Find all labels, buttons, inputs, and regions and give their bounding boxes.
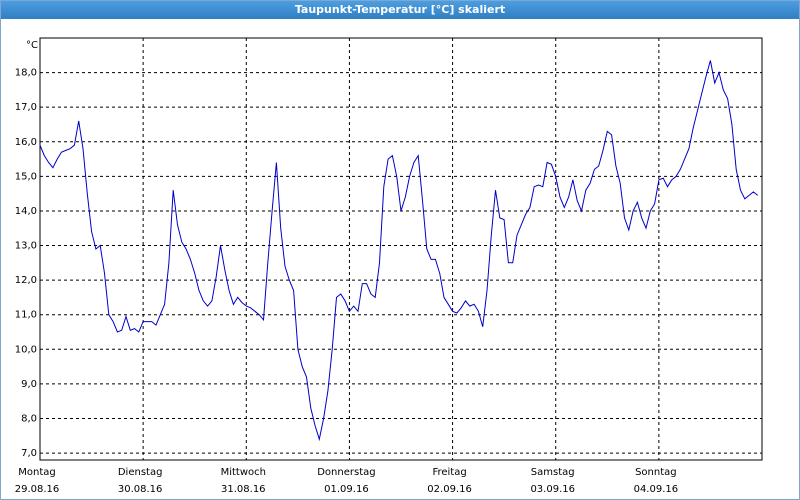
y-tick-label: 13,0: [15, 241, 37, 252]
x-tick-date: 31.08.16: [221, 484, 266, 495]
y-tick-label: 9,0: [21, 379, 37, 390]
x-tick-date: 03.09.16: [530, 484, 575, 495]
x-tick-date: 30.08.16: [118, 484, 163, 495]
y-tick-label: 8,0: [21, 413, 37, 424]
y-tick-label: 15,0: [15, 171, 37, 182]
title-bar: Taupunkt-Temperatur [°C] skaliert: [1, 1, 799, 19]
x-tick-label: Mittwoch: [221, 467, 266, 478]
data-line: [39, 60, 759, 442]
x-tick-label: Sonntag: [635, 467, 677, 478]
x-tick-date: 04.09.16: [634, 484, 679, 495]
y-tick-label: 12,0: [15, 275, 37, 286]
x-tick-label: Dienstag: [118, 467, 163, 478]
y-tick-label: 16,0: [15, 137, 37, 148]
x-tick-label: Samstag: [531, 467, 575, 478]
plot-frame: [39, 37, 763, 461]
y-tick-label: 7,0: [21, 448, 37, 459]
y-tick-label: 18,0: [15, 68, 37, 79]
y-tick-label: 10,0: [15, 344, 37, 355]
x-tick-date: 02.09.16: [427, 484, 472, 495]
y-unit: °C: [26, 40, 38, 51]
x-tick-label: Montag: [18, 467, 55, 478]
x-tick-label: Freitag: [432, 467, 466, 478]
x-tick-date: 29.08.16: [15, 484, 60, 495]
x-tick-label: Donnerstag: [317, 467, 375, 478]
x-tick-date: 01.09.16: [324, 484, 369, 495]
y-tick-label: 11,0: [15, 310, 37, 321]
y-tick-label: 17,0: [15, 102, 37, 113]
y-tick-label: 14,0: [15, 206, 37, 217]
